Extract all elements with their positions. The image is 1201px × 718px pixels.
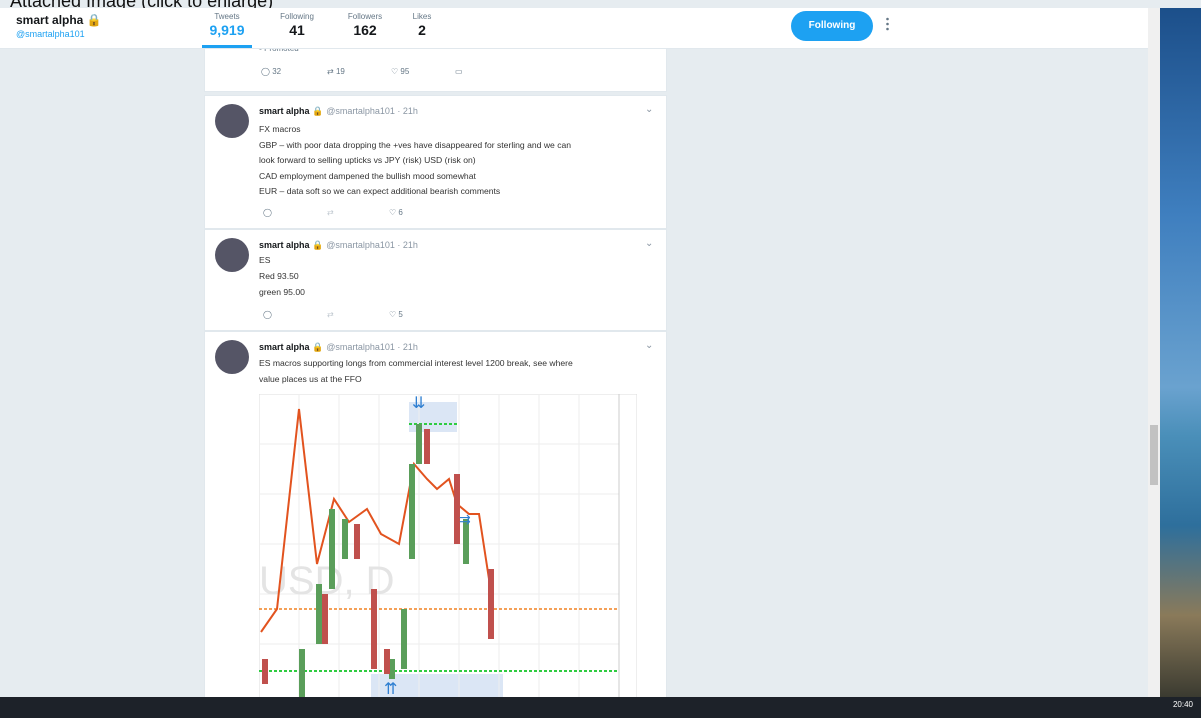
svg-text:⇈: ⇈ bbox=[384, 681, 397, 698]
scrollbar[interactable] bbox=[1148, 8, 1160, 698]
reply[interactable]: ◯ 32 bbox=[261, 67, 281, 76]
clock[interactable]: 20:40 bbox=[1173, 700, 1193, 709]
stat-label: Following bbox=[272, 12, 322, 21]
line: GBP – with poor data dropping the +ves h… bbox=[259, 138, 571, 154]
like-count: 6 bbox=[398, 208, 402, 217]
stat-value: 2 bbox=[397, 22, 447, 38]
stat-label: Followers bbox=[340, 12, 390, 21]
line: look forward to selling upticks vs JPY (… bbox=[259, 153, 571, 169]
stat-label: Tweets bbox=[202, 12, 252, 21]
retweet[interactable]: ⇄ bbox=[327, 310, 334, 319]
line: Red 93.50 bbox=[259, 268, 305, 284]
line: value places us at the FFO bbox=[259, 371, 573, 387]
tweet-header: smart alpha 🔒@smartalpha101 · 21h bbox=[259, 342, 418, 353]
like[interactable]: ♡ 5 bbox=[389, 310, 403, 319]
tweet: smart alpha 🔒@smartalpha101 · 21h ⌄ FX m… bbox=[204, 95, 667, 229]
follow-button[interactable]: Following bbox=[791, 11, 873, 41]
tweet-text: FX macros GBP – with poor data dropping … bbox=[259, 122, 571, 200]
tweet-header: smart alpha 🔒@smartalpha101 · 21h bbox=[259, 106, 418, 117]
caret[interactable]: ⌄ bbox=[645, 340, 653, 351]
like[interactable]: ♡ 6 bbox=[389, 208, 403, 217]
caret[interactable]: ⌄ bbox=[645, 238, 653, 249]
line: ES bbox=[259, 252, 305, 268]
reply[interactable]: ◯ bbox=[263, 208, 272, 217]
page: {"caption": "Attached Image (click to en… bbox=[0, 0, 1201, 718]
tweet-meta: @smartalpha101 · 21h bbox=[326, 106, 418, 116]
avatar[interactable] bbox=[215, 104, 249, 138]
attached-chart-image[interactable]: USD, D ⇊ ⇈ ⇉ bbox=[259, 394, 637, 702]
retweet-count: 19 bbox=[336, 67, 345, 76]
taskbar bbox=[0, 697, 1201, 718]
caret[interactable]: ⌄ bbox=[645, 104, 653, 115]
line: FX macros bbox=[259, 122, 571, 138]
tweet: smart alpha 🔒@smartalpha101 · 21h ⌄ ES m… bbox=[204, 331, 667, 703]
retweet[interactable]: ⇄ bbox=[327, 208, 334, 217]
retweet[interactable]: ⇄ 19 bbox=[327, 67, 345, 76]
like-count: 5 bbox=[398, 310, 402, 319]
like-count: 95 bbox=[400, 67, 409, 76]
reply-count: 32 bbox=[272, 67, 281, 76]
author[interactable]: smart alpha bbox=[259, 106, 310, 116]
profile-name: smart alpha 🔒 bbox=[16, 13, 102, 27]
tweet-text: ES macros supporting longs from commerci… bbox=[259, 355, 573, 387]
profile-handle[interactable]: @smartalpha101 bbox=[16, 29, 85, 39]
desktop-wallpaper bbox=[1160, 8, 1201, 698]
svg-text:⇊: ⇊ bbox=[412, 395, 425, 412]
avatar[interactable] bbox=[215, 340, 249, 374]
reply[interactable]: ◯ bbox=[263, 310, 272, 319]
stat-value: 9,919 bbox=[202, 22, 252, 38]
stat-label: Likes bbox=[397, 12, 447, 21]
line: CAD employment dampened the bullish mood… bbox=[259, 169, 571, 185]
svg-text:⇉: ⇉ bbox=[459, 511, 471, 527]
line: ES macros supporting longs from commerci… bbox=[259, 355, 573, 371]
stat-value: 41 bbox=[272, 22, 322, 38]
tweet-meta: @smartalpha101 · 21h bbox=[326, 240, 418, 250]
dm[interactable]: ▭ bbox=[455, 67, 463, 76]
more-menu[interactable] bbox=[886, 17, 889, 31]
author[interactable]: smart alpha bbox=[259, 240, 310, 250]
tweet-header: smart alpha 🔒@smartalpha101 · 21h bbox=[259, 240, 418, 251]
stat-value: 162 bbox=[340, 22, 390, 38]
author[interactable]: smart alpha bbox=[259, 342, 310, 352]
line: green 95.00 bbox=[259, 284, 305, 300]
line: EUR – data soft so we can expect additio… bbox=[259, 184, 571, 200]
tweet-text: ES Red 93.50 green 95.00 bbox=[259, 252, 305, 300]
scrollbar-thumb[interactable] bbox=[1150, 425, 1158, 485]
tweet: smart alpha 🔒@smartalpha101 · 21h ⌄ ES R… bbox=[204, 229, 667, 331]
avatar[interactable] bbox=[215, 238, 249, 272]
name: smart alpha bbox=[16, 13, 83, 27]
tweet-meta: @smartalpha101 · 21h bbox=[326, 342, 418, 352]
like[interactable]: ♡ 95 bbox=[391, 67, 409, 76]
